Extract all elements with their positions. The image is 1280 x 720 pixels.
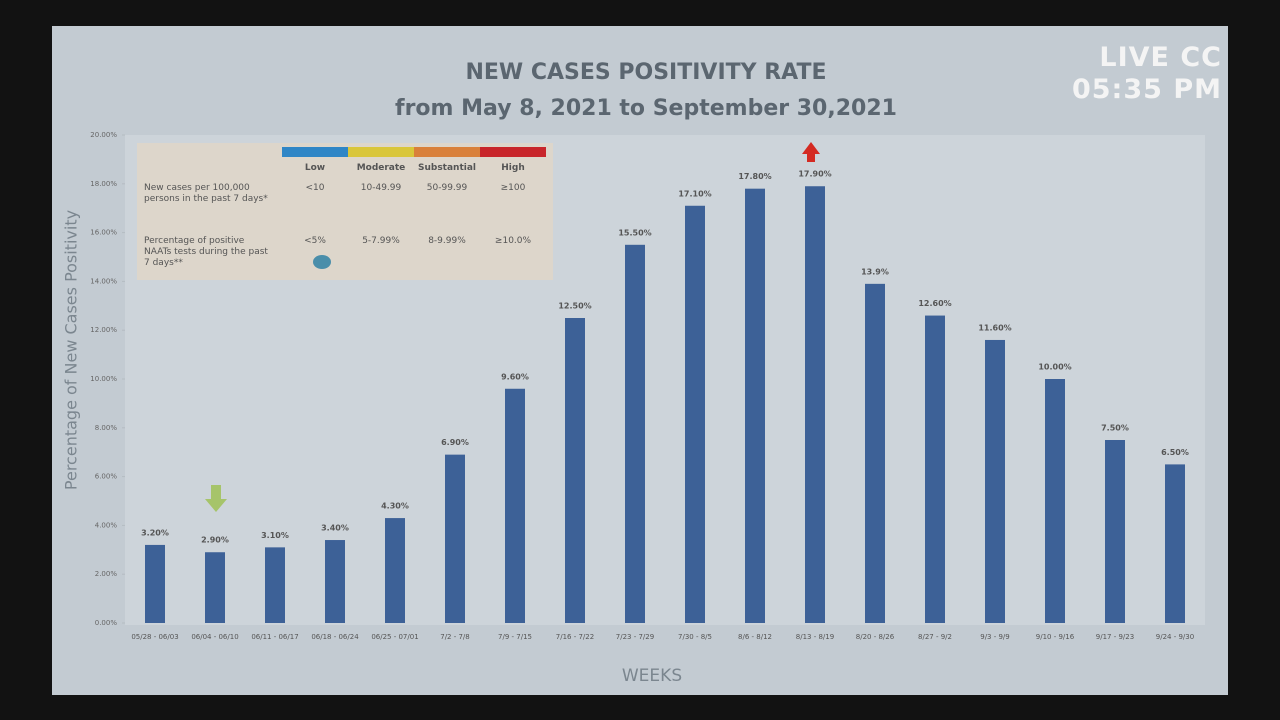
y-tick-label: 6.00% (95, 473, 118, 481)
data-label: 17.90% (798, 170, 831, 179)
x-tick-label: 9/10 - 9/16 (1036, 633, 1075, 641)
y-tick-label: 0.00% (95, 619, 118, 627)
x-tick-label: 9/17 - 9/23 (1096, 633, 1134, 641)
row-cell: 10-49.99 (360, 183, 402, 193)
data-label: 17.10% (678, 189, 711, 198)
marker-blob (313, 255, 331, 269)
x-tick-label: 9/3 - 9/9 (980, 633, 1010, 641)
level-header: Low (304, 163, 326, 173)
level-color (282, 147, 348, 157)
bar (925, 315, 945, 623)
data-label: 9.60% (501, 372, 529, 381)
data-label: 6.50% (1161, 448, 1189, 457)
x-tick-label: 7/16 - 7/22 (556, 633, 594, 641)
row-label: Percentage of positive NAATs tests durin… (144, 236, 268, 268)
bar (625, 244, 645, 624)
row-cell: 5-7.99% (362, 236, 400, 246)
data-label: 3.40% (321, 524, 349, 533)
x-axis-label: WEEKS (622, 666, 682, 686)
y-tick-label: 18.00% (90, 180, 117, 188)
bar (385, 518, 405, 623)
x-tick-label: 05/28 - 06/03 (131, 633, 178, 641)
level-color (348, 147, 414, 157)
row-cell: ≥10.0% (494, 236, 532, 246)
row-cell: 8-9.99% (428, 236, 466, 246)
x-tick-label: 06/18 - 06/24 (311, 633, 359, 641)
row-cell: <5% (304, 236, 326, 246)
bar (745, 188, 765, 623)
data-label: 17.80% (738, 172, 771, 181)
y-tick-label: 8.00% (95, 424, 118, 432)
x-tick-label: 8/20 - 8/26 (856, 633, 895, 641)
y-tick-label: 2.00% (95, 570, 118, 578)
y-tick-label: 16.00% (90, 229, 117, 237)
x-tick-label: 7/2 - 7/8 (440, 633, 470, 641)
low-arrow (205, 485, 227, 512)
data-label: 4.30% (381, 502, 409, 511)
y-tick-label: 10.00% (90, 375, 117, 383)
bar (205, 552, 225, 623)
time-label: 05:35 PM (1071, 74, 1222, 105)
level-header: High (501, 163, 525, 173)
level-color (414, 147, 480, 157)
level-header: Substantial (417, 163, 477, 173)
bar (325, 540, 345, 623)
peak-arrow (802, 142, 820, 162)
bar (505, 388, 525, 623)
bar (145, 544, 165, 623)
x-tick-label: 06/04 - 06/10 (191, 633, 238, 641)
data-label: 7.50% (1101, 424, 1129, 433)
x-tick-label: 7/9 - 7/15 (498, 633, 532, 641)
chart-subtitle: from May 8, 2021 to September 30,2021 (395, 96, 897, 121)
bar (1105, 440, 1125, 623)
y-tick-label: 12.00% (90, 326, 117, 334)
bar (565, 318, 585, 623)
data-label: 6.90% (441, 438, 469, 447)
level-header: Moderate (356, 163, 406, 173)
x-tick-label: 7/30 - 8/5 (678, 633, 712, 641)
data-label: 10.00% (1038, 363, 1071, 372)
row-label: New cases per 100,000 persons in the pas… (144, 183, 268, 204)
row-cell: 50-99.99 (426, 183, 468, 193)
x-tick-label: 8/13 - 8/19 (796, 633, 834, 641)
level-color (480, 147, 546, 157)
bar (805, 186, 825, 624)
bar (685, 205, 705, 623)
x-tick-label: 7/23 - 7/29 (616, 633, 654, 641)
data-label: 3.20% (141, 528, 169, 537)
x-tick-label: 8/27 - 9/2 (918, 633, 952, 641)
data-label: 11.60% (978, 323, 1011, 332)
y-axis-label: Percentage of New Cases Positivity (62, 210, 81, 490)
bar (445, 454, 465, 623)
row-cell: ≥100 (500, 183, 526, 193)
bar (1165, 464, 1185, 623)
y-tick-label: 20.00% (90, 131, 117, 139)
data-label: 13.9% (861, 267, 889, 276)
data-label: 12.60% (918, 299, 951, 308)
x-tick-label: 8/6 - 8/12 (738, 633, 772, 641)
row-cell: <10 (305, 183, 325, 193)
bar (1045, 379, 1065, 623)
bar (265, 547, 285, 623)
data-label: 3.10% (261, 531, 289, 540)
x-tick-label: 06/11 - 06/17 (251, 633, 298, 641)
data-label: 12.50% (558, 302, 591, 311)
x-tick-label: 9/24 - 9/30 (1156, 633, 1194, 641)
level-table-box (137, 143, 553, 280)
bar (985, 339, 1005, 623)
x-tick-label: 06/25 - 07/01 (371, 633, 418, 641)
live-label: LIVE CC (1099, 42, 1222, 73)
bar (865, 283, 885, 623)
data-label: 15.50% (618, 228, 651, 237)
y-tick-label: 14.00% (90, 277, 117, 285)
chart-title: NEW CASES POSITIVITY RATE (465, 60, 826, 85)
y-tick-label: 4.00% (95, 521, 118, 529)
data-label: 2.90% (201, 536, 229, 545)
